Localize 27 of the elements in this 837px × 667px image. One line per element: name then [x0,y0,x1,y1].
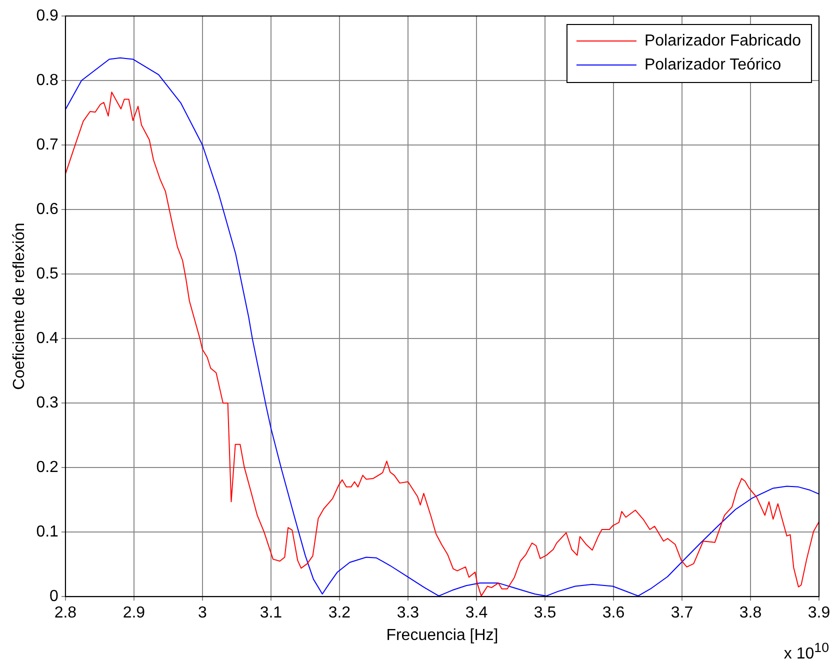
legend-label: Polarizador Fabricado [644,32,802,50]
y-tick-label: 0.1 [36,523,59,540]
y-tick-label: 0.9 [36,7,59,24]
y-tick-label: 0 [50,588,59,606]
x-tick-label: 3.1 [260,604,282,622]
x-tick-label: 2.9 [122,604,146,622]
x-tick-label: 3.6 [602,604,625,622]
x-tick-label: 3.3 [396,604,420,622]
x-axis-title: Frecuencia [Hz] [386,626,498,644]
x-tick-label: 3.9 [808,604,830,622]
y-tick-label: 0.3 [36,394,59,412]
x-tick-label: 2.8 [54,604,77,622]
x-tick-label: 3 [198,604,207,622]
y-tick-label: 0.5 [36,265,59,282]
x-tick-label: 3.5 [534,604,556,622]
x-tick-label: 3.2 [328,604,351,622]
x-tick-label: 3.8 [739,604,762,622]
y-tick-label: 0.2 [36,458,59,476]
text: x 10$^{10}$ [784,640,829,663]
x-tick-label: 3.4 [465,604,488,622]
y-tick-label: 0.4 [36,330,59,347]
legend-label: Polarizador Teórico [644,56,782,74]
x-tick-label: 3.7 [670,604,694,622]
y-tick-label: 0.7 [36,136,59,154]
y-tick-label: 0.8 [36,72,59,89]
y-axis-title: Coeficiente de reflexión [11,222,28,390]
y-tick-label: 0.6 [36,200,59,218]
